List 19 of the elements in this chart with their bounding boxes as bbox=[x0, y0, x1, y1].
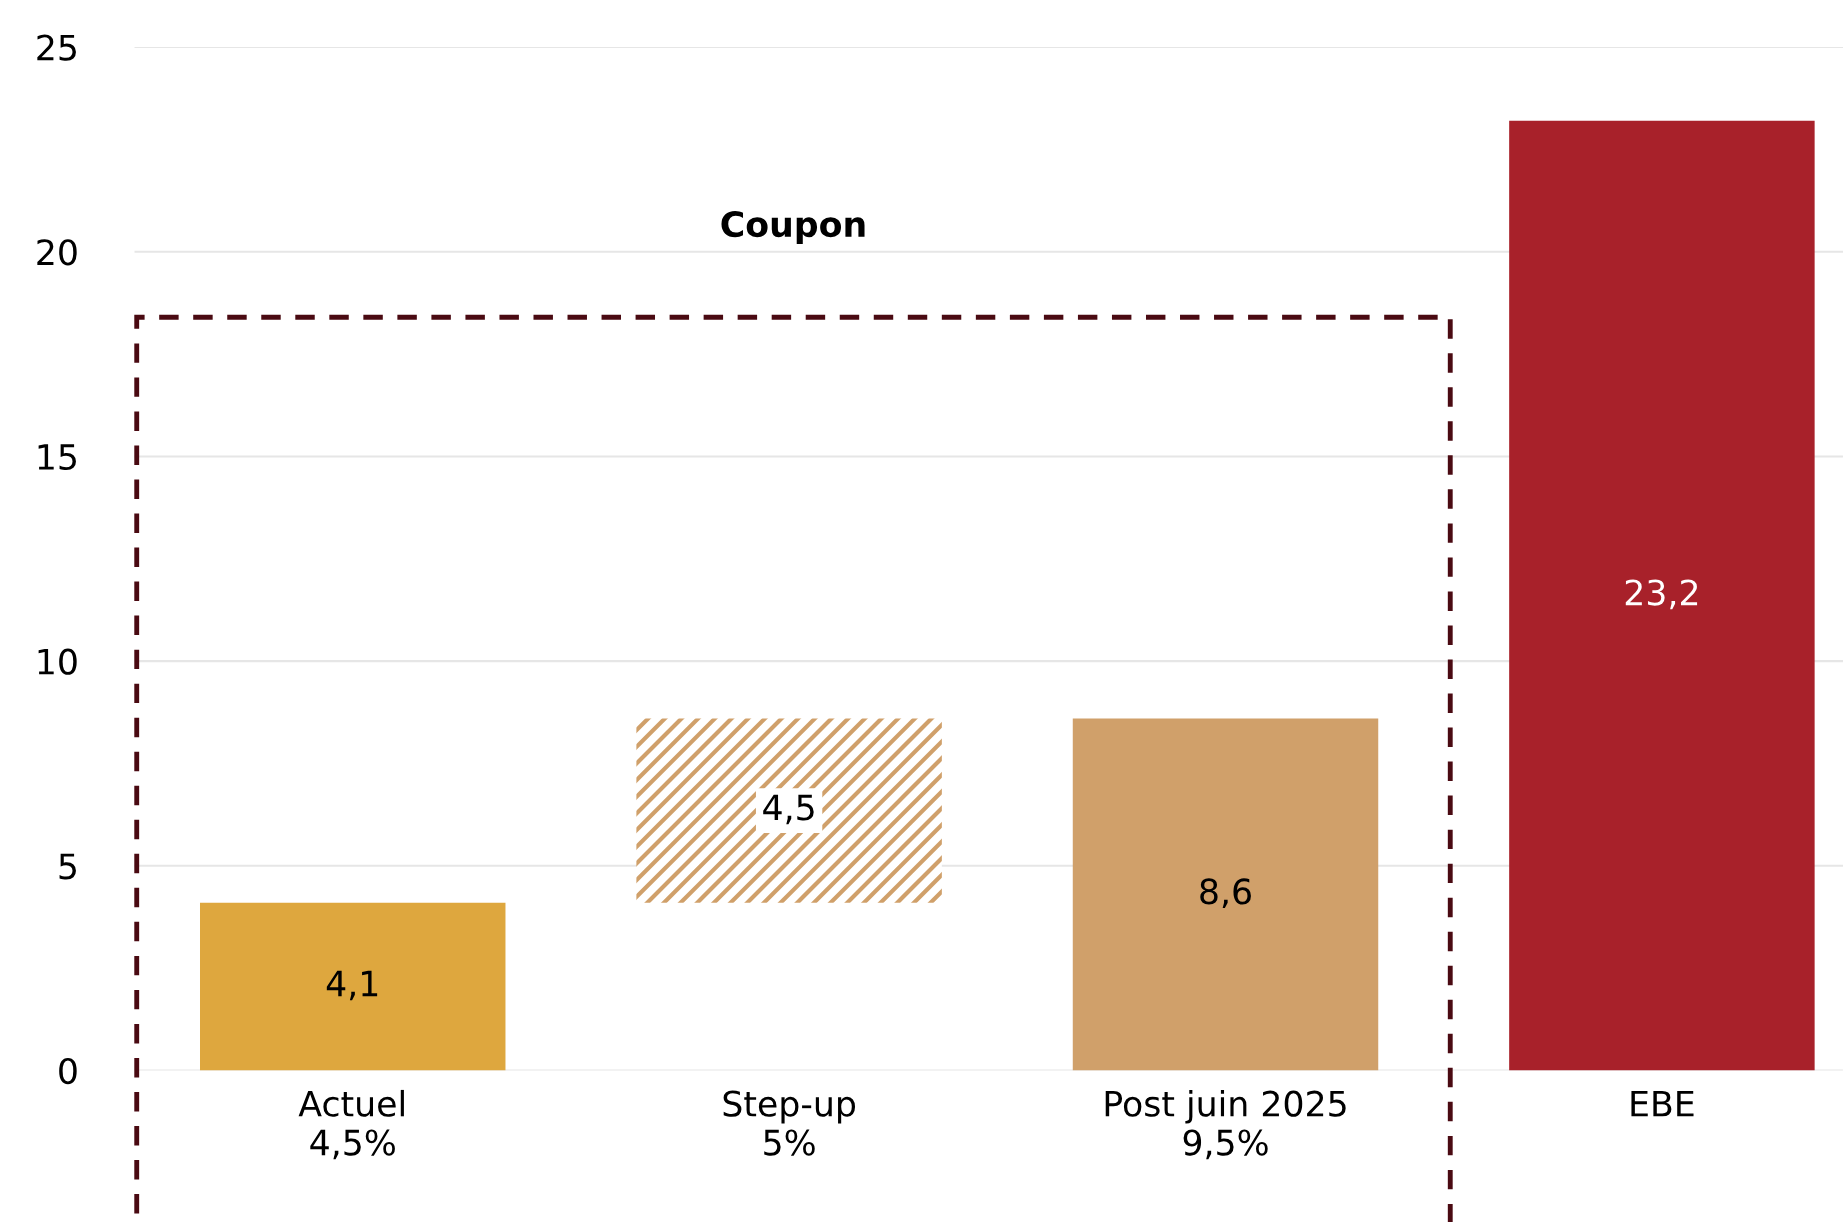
y-tick-label: 5 bbox=[59, 853, 76, 880]
y-tick-label: 10 bbox=[38, 648, 77, 675]
bar bbox=[200, 902, 506, 1071]
x-tick-label: Post juin 2025 9,5% bbox=[1105, 1089, 1346, 1160]
y-tick-label: 0 bbox=[59, 1057, 77, 1085]
bar bbox=[1072, 718, 1379, 1071]
data-label: 8,6 bbox=[1200, 878, 1251, 909]
bar bbox=[1509, 120, 1815, 1071]
y-tick-label: 15 bbox=[38, 444, 76, 471]
bar bbox=[636, 718, 942, 903]
x-tick-label: Actuel 4,5% bbox=[298, 1089, 404, 1160]
x-tick-label: Step-up 5% bbox=[723, 1090, 856, 1156]
y-tick-label: 20 bbox=[37, 239, 77, 266]
data-label: 23,2 bbox=[1625, 579, 1698, 610]
x-tick-label: EBE bbox=[1631, 1090, 1694, 1117]
annotation: Coupon bbox=[721, 210, 865, 244]
data-label: 4,5 bbox=[763, 794, 814, 825]
data-label: 4,1 bbox=[326, 970, 378, 1001]
y-tick-label: 25 bbox=[37, 34, 76, 61]
